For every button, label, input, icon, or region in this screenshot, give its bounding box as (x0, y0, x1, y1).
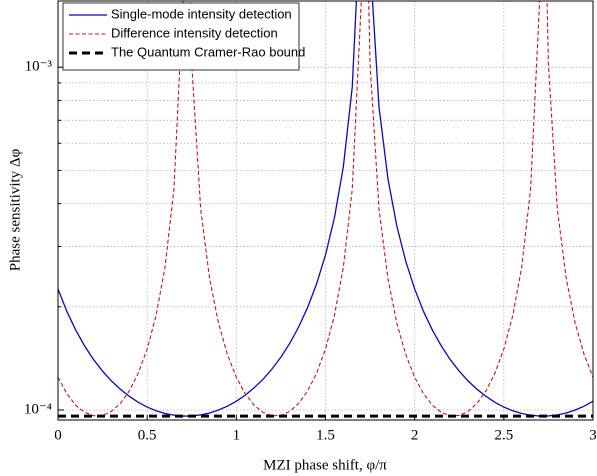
x-tick-label: 2.5 (494, 427, 513, 443)
legend-label: Difference intensity detection (111, 25, 278, 40)
legend-box (62, 2, 300, 71)
legend-label: Single-mode intensity detection (111, 6, 292, 21)
series-line (58, 1, 593, 417)
x-tick-label: 1.5 (316, 427, 335, 443)
y-tick-label: 10⁻³ (25, 59, 53, 75)
grid (57, 1, 594, 420)
ticks: 0 0.5 1 1.5 2 2.5 3 10⁻⁴ 10⁻³ (24, 59, 597, 444)
x-tick-label: 2 (411, 427, 419, 443)
legend: Single-mode intensity detection Differenc… (62, 2, 305, 71)
x-tick-label: 1 (233, 427, 241, 443)
y-axis-label: Phase sensitivity Δφ (7, 148, 23, 271)
y-tick-label: 10⁻⁴ (24, 401, 52, 417)
x-tick-label: 0 (54, 427, 62, 443)
legend-label: The Quantum Cramer-Rao bound (111, 44, 305, 59)
series-line (58, 1, 593, 417)
x-tick-label: 0.5 (138, 427, 157, 443)
x-axis-label: MZI phase shift, φ/π (263, 457, 387, 473)
x-tick-label: 3 (589, 427, 597, 443)
